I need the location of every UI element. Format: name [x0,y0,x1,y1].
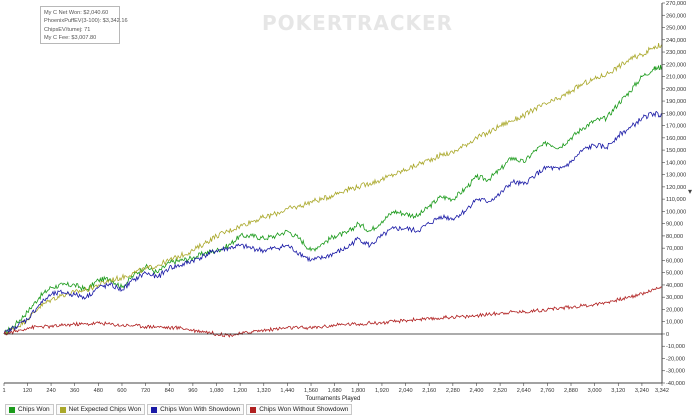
y-tick-label: 100,000 [666,209,686,215]
x-tick-label: 2,640 [517,388,531,394]
x-tick-label: 1,320 [257,388,271,394]
x-tick-label: 2,040 [399,388,413,394]
y-tick-label: 130,000 [666,173,686,179]
legend-swatch-olive [59,406,66,413]
stats-net-won: My C Net Won: $2,040.60 [44,10,109,16]
series-line-2 [3,43,663,335]
y-tick-label: -40,000 [666,381,685,387]
x-tick-label: 480 [94,388,103,394]
resize-handle-icon[interactable]: ▾ [688,187,693,196]
legend-label: Chips Won Without Showdown [259,406,349,413]
y-tick-label: -30,000 [666,369,685,375]
x-tick-label: 2,160 [422,388,436,394]
y-tick-label: 230,000 [666,50,686,56]
y-tick-label: 260,000 [666,13,686,19]
y-tick-label: 250,000 [666,26,686,32]
series-line-4 [3,285,663,338]
legend-label: Chips Won [18,406,50,413]
legend-label: Chips Won With Showdown [160,406,241,413]
y-tick-label: 110,000 [666,197,686,203]
y-tick-label: 40,000 [666,283,683,289]
x-tick-label: 3,000 [588,388,602,394]
x-tick-label: 1,800 [351,388,365,394]
x-tick-label: 3,342 [655,388,669,394]
x-tick-label: 2,880 [564,388,578,394]
x-tick-label: 1,560 [304,388,318,394]
y-tick-label: 140,000 [666,160,686,166]
legend-swatch-red [250,406,257,413]
y-tick-label: 190,000 [666,99,686,105]
legend-swatch-green [9,406,15,413]
y-tick-label: 0 [666,332,669,338]
legend-swatch-blue [151,406,158,413]
y-tick-label: 240,000 [666,38,686,44]
y-tick-label: 50,000 [666,271,683,277]
stats-ev: PhoenixPuffEV(3-100): $3,342.16 [44,18,128,25]
series-layer [3,43,663,338]
x-tick-label: 1 [2,388,5,394]
legend-with-showdown[interactable]: Chips Won With Showdown [147,404,245,415]
x-tick-label: 2,520 [493,388,507,394]
axes-layer: -40,000 -30,000 -20,000 -10,000 0 10,000 20,00… [2,1,686,402]
legend-label: Net Expected Chips Won [68,406,142,413]
y-tick-label: 80,000 [666,234,683,240]
y-tick-label: 160,000 [666,136,686,142]
y-tick-label: 210,000 [666,75,686,81]
y-tick-label: -20,000 [666,356,685,362]
x-tick-label: 840 [165,388,174,394]
y-tick-label: 10,000 [666,320,683,326]
x-tick-label: 2,760 [540,388,554,394]
y-tick-label: 20,000 [666,307,683,313]
x-tick-label: 1,200 [233,388,247,394]
y-tick-label: 270,000 [666,1,686,7]
x-tick-label: 720 [141,388,150,394]
x-tick-label: 1,680 [328,388,342,394]
x-axis-title: Tournaments Played [306,396,361,402]
y-tick-label: 150,000 [666,148,686,154]
x-tick-label: 960 [188,388,197,394]
stats-fee: My C Fee: $3,007.80 [44,34,97,41]
y-tick-label: -10,000 [666,344,685,350]
x-tick-label: 360 [70,388,79,394]
stats-box: My C Net Won: $2,040.60 PhoenixPuffEV(3-… [40,6,128,44]
y-tick-label: 60,000 [666,258,683,264]
y-tick-label: 200,000 [666,87,686,93]
legend-net-expected[interactable]: Net Expected Chips Won [55,404,146,415]
x-tick-label: 3,240 [635,388,649,394]
x-tick-label: 1,080 [210,388,224,394]
x-tick-label: 240 [46,388,55,394]
series-line-1 [3,64,663,336]
y-tick-label: 90,000 [666,222,683,228]
y-tick-label: 180,000 [666,111,686,117]
legend: Chips Won Net Expected Chips Won Chips W… [5,404,354,415]
x-tick-label: 2,280 [446,388,460,394]
x-tick-label: 600 [117,388,126,394]
y-tick-label: 220,000 [666,62,686,68]
y-tick-label: 30,000 [666,295,683,301]
stats-chips-ev: ChipsEV/tumej: 71 [44,26,91,33]
y-tick-label: 120,000 [666,185,686,191]
x-tick-label: 120 [23,388,32,394]
pokertracker-watermark: POKERTRACKER [262,11,454,35]
series-line-3 [3,110,663,335]
y-tick-label: 70,000 [666,246,683,252]
x-tick-label: 3,120 [611,388,625,394]
x-tick-label: 1,440 [280,388,294,394]
legend-chips-won[interactable]: Chips Won [5,404,54,415]
x-tick-label: 2,400 [469,388,483,394]
x-tick-label: 1,920 [375,388,389,394]
legend-without-showdown[interactable]: Chips Won Without Showdown [246,404,353,415]
y-tick-label: 170,000 [666,124,686,130]
